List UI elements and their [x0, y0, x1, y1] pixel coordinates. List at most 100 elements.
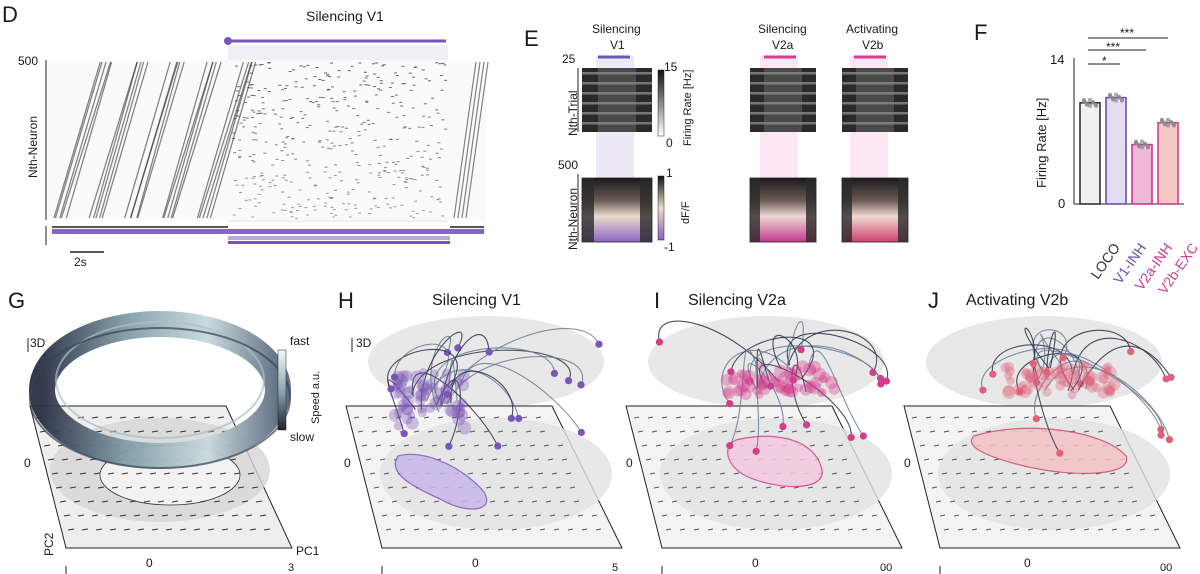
panel-i-plot — [625, 316, 903, 574]
trajectory-endpoint — [1032, 415, 1040, 423]
bar-v1-inh — [1105, 96, 1127, 205]
trajectory-endpoint — [1043, 368, 1051, 376]
panel-d-title: Silencing V1 — [306, 8, 384, 24]
trajectory-endpoint — [1167, 373, 1175, 381]
trajectory-endpoint — [1157, 431, 1165, 439]
trajectory-endpoint — [979, 386, 987, 394]
f-ytick-max: 14 — [1050, 52, 1065, 67]
e-title-v2a-1: Silencing — [758, 22, 807, 36]
trajectory-endpoint — [802, 421, 811, 429]
trajectory-endpoint — [752, 447, 760, 455]
trajectory-endpoint — [515, 414, 523, 423]
e-neuron-top: 500 — [558, 158, 579, 172]
panel-h-title: Silencing V1 — [432, 292, 521, 309]
g-3d-tag: 3D — [30, 336, 46, 350]
e-cbar1-max: 15 — [664, 60, 678, 74]
g-zero: 0 — [24, 456, 31, 470]
g-edge-tick: 3 — [288, 562, 295, 574]
panel-j-plot — [903, 316, 1181, 574]
trajectory-endpoint — [1059, 354, 1067, 362]
trajectory-endpoint — [869, 368, 877, 377]
trajectory-endpoint — [1056, 449, 1064, 457]
bar-loco — [1079, 102, 1101, 205]
g-speed-slow: slow — [290, 430, 315, 444]
trajectory-endpoint — [595, 340, 603, 348]
trajectory-endpoint — [494, 442, 502, 450]
panel-label-i: I — [654, 288, 661, 313]
d-scalebar-label: 2s — [74, 255, 87, 269]
trajectory-endpoint — [387, 385, 395, 393]
j-zero: 0 — [904, 456, 911, 470]
trajectory-endpoint — [847, 433, 855, 442]
h-zero-x: 0 — [472, 556, 479, 570]
panel-label-j: J — [928, 288, 939, 313]
trajectory-endpoint — [1127, 348, 1135, 356]
e-title-v2a-2: V2a — [772, 38, 794, 52]
trajectory-endpoint — [989, 370, 997, 378]
f-sig-top: *** — [1120, 26, 1135, 40]
f-ytick-min: 0 — [1058, 196, 1066, 211]
neuron-heatmap-v2b — [841, 177, 909, 243]
e-title-v2b-2: V2b — [862, 38, 884, 52]
e-trial-top: 25 — [562, 52, 576, 66]
trajectory-endpoint — [1032, 378, 1041, 387]
g-pc1: PC1 — [296, 544, 320, 558]
trajectory-endpoint — [877, 380, 885, 388]
speed-colorbar — [277, 349, 287, 431]
e-title-v1-2: V1 — [610, 38, 625, 52]
trajectory-endpoint — [882, 377, 890, 385]
trajectory-endpoint — [577, 381, 585, 389]
trajectory-endpoint — [859, 432, 867, 440]
f-sig-low: * — [1102, 54, 1107, 68]
trajectory-endpoint — [1016, 387, 1024, 395]
e-title-v1-1: Silencing — [592, 22, 641, 36]
panel-label-e: E — [524, 26, 539, 51]
trajectory-endpoint — [577, 428, 585, 437]
panel-j-title: Activating V2b — [966, 292, 1069, 309]
trajectory-endpoint — [797, 346, 805, 354]
trajectory-endpoint — [507, 414, 516, 422]
h-3d-tag: 3D — [356, 336, 372, 350]
trajectory-endpoint — [789, 376, 797, 384]
trajectory-endpoint — [400, 430, 408, 438]
trajectory-endpoint — [485, 348, 493, 356]
panel-i-title: Silencing V2a — [688, 292, 786, 309]
trajectory-endpoint — [564, 377, 573, 385]
trajectory-endpoint — [779, 422, 787, 431]
panel-h-plot — [345, 316, 623, 574]
i-zero: 0 — [626, 456, 633, 470]
g-zero-x: 0 — [146, 556, 153, 570]
trajectory-endpoint — [550, 369, 559, 378]
trajectory-endpoint — [391, 373, 399, 381]
trajectory-endpoint — [1157, 425, 1165, 434]
e-title-v2b-1: Activating — [846, 22, 899, 36]
h-edge-tick: 5 — [612, 562, 619, 574]
panel-label-f: F — [974, 20, 988, 45]
e-cbar1-min: 0 — [666, 136, 673, 150]
colorbar-dff — [657, 175, 665, 241]
d-ytick-top: 500 — [18, 54, 39, 68]
trajectory-endpoint — [727, 368, 735, 376]
trajectory-endpoint — [726, 441, 734, 450]
i-edge-tick: 00 — [880, 562, 893, 574]
trajectory-endpoint — [454, 344, 462, 352]
bar-v2b-exc — [1157, 121, 1179, 205]
trajectory-endpoint — [445, 442, 453, 450]
panel-label-g: G — [8, 288, 26, 313]
panel-label-d: D — [2, 2, 18, 27]
panel-label-h: H — [338, 288, 354, 313]
h-zero: 0 — [344, 456, 351, 470]
trajectory-endpoint — [1165, 436, 1173, 444]
j-edge-tick: 00 — [1160, 562, 1173, 574]
e-cbar2-min: -1 — [664, 240, 675, 254]
bar-v2a-inh — [1131, 143, 1153, 205]
i-zero-x: 0 — [752, 556, 759, 570]
j-zero-x: 0 — [1024, 556, 1031, 570]
g-speed-fast: fast — [290, 334, 310, 348]
trajectory-endpoint — [655, 338, 664, 346]
